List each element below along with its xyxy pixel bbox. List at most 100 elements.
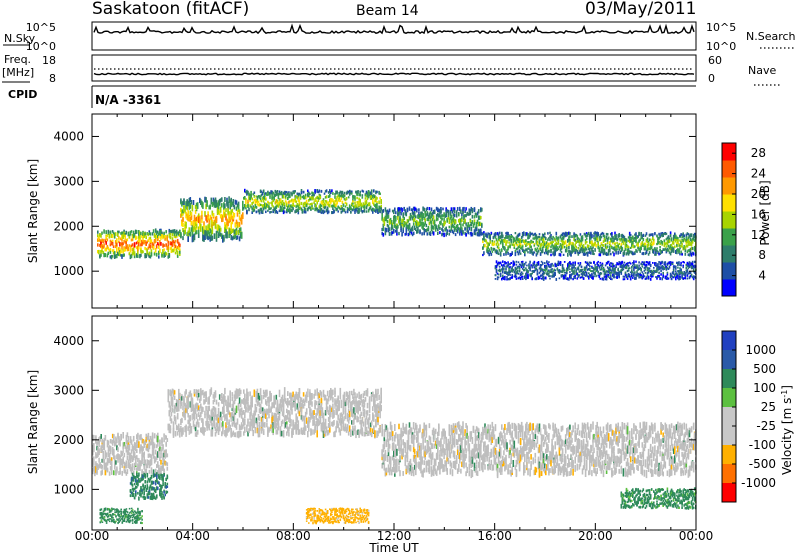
- power-cell: [460, 223, 462, 228]
- power-cell: [682, 239, 684, 243]
- power-cell: [453, 207, 456, 211]
- power-cell: [275, 191, 278, 195]
- power-cell: [594, 271, 596, 274]
- power-cell: [607, 236, 610, 240]
- power-cell: [519, 239, 522, 242]
- power-cell: [356, 210, 358, 213]
- power-cell: [139, 253, 141, 259]
- power-cell: [169, 235, 172, 239]
- power-cell: [483, 251, 485, 255]
- power-cell: [376, 197, 378, 200]
- power-cell: [594, 237, 596, 242]
- power-cell: [690, 233, 693, 237]
- power-cell: [620, 237, 623, 241]
- power-cell: [525, 232, 527, 235]
- power-cell: [162, 234, 164, 240]
- power-cell: [581, 275, 584, 277]
- power-cell: [602, 244, 605, 247]
- power-cell: [513, 244, 516, 247]
- power-cell: [254, 198, 257, 203]
- power-cell: [553, 268, 555, 272]
- velocity-cell: [116, 466, 118, 472]
- power-cell: [647, 243, 650, 247]
- power-cell: [232, 228, 235, 233]
- power-cell: [652, 233, 654, 237]
- power-cell: [468, 227, 471, 231]
- power-cell: [254, 201, 257, 206]
- power-cell: [677, 270, 679, 273]
- power-cell: [610, 262, 612, 264]
- power-cell: [270, 207, 272, 210]
- power-cell: [312, 196, 314, 199]
- power-cell: [162, 243, 164, 248]
- power-cell: [664, 242, 667, 246]
- power-cell: [448, 221, 451, 224]
- power-cell: [613, 273, 615, 276]
- power-cell: [547, 242, 549, 245]
- power-cell: [666, 271, 669, 274]
- power-cell: [266, 203, 268, 208]
- power-cell: [591, 270, 593, 273]
- power-cell: [635, 234, 637, 238]
- power-cell: [451, 220, 454, 224]
- power-cell: [675, 250, 677, 254]
- power-cell: [354, 211, 356, 214]
- power-cell: [135, 246, 138, 249]
- power-cell: [590, 275, 592, 278]
- power-cell: [519, 252, 522, 255]
- power-cell: [637, 235, 639, 238]
- velocity-cell: [92, 458, 94, 465]
- power-cell: [281, 195, 284, 199]
- power-cell: [624, 244, 627, 248]
- power-cell: [553, 251, 555, 255]
- power-cell: [451, 224, 454, 228]
- power-cell: [515, 236, 518, 239]
- power-cell: [517, 234, 520, 237]
- power-cell: [231, 228, 234, 233]
- power-cell: [336, 190, 338, 194]
- power-cell: [577, 240, 580, 243]
- power-cell: [435, 225, 438, 230]
- power-cell: [138, 230, 140, 235]
- power-cell: [176, 245, 179, 249]
- power-cell: [592, 243, 594, 246]
- power-cell: [207, 224, 209, 229]
- power-cell: [397, 224, 399, 229]
- power-cell: [679, 236, 681, 239]
- power-cell: [236, 210, 239, 214]
- power-cell: [645, 232, 648, 236]
- power-cell: [686, 269, 689, 272]
- power-cell: [466, 228, 468, 233]
- power-cell: [549, 266, 551, 268]
- power-cell: [635, 276, 637, 279]
- power-cell: [657, 266, 659, 269]
- power-cell: [172, 239, 175, 244]
- power-cell: [599, 251, 602, 255]
- power-cell: [434, 227, 437, 232]
- power-cell: [515, 248, 518, 251]
- power-cell: [590, 251, 592, 255]
- power-cell: [641, 271, 644, 274]
- power-cell: [652, 274, 654, 276]
- power-cell: [459, 228, 461, 233]
- power-cell: [402, 229, 404, 234]
- power-cell: [188, 204, 191, 210]
- power-cell: [541, 240, 544, 243]
- power-cell: [276, 190, 279, 193]
- power-cell: [437, 217, 439, 221]
- power-cell: [629, 278, 632, 281]
- power-cell: [481, 231, 483, 236]
- power-cell: [297, 210, 300, 215]
- power-cell: [672, 234, 675, 239]
- power-cell: [650, 233, 653, 236]
- velocity-cell: [100, 464, 102, 469]
- power-cell: [502, 265, 504, 268]
- power-cell: [603, 270, 606, 273]
- power-cell: [627, 252, 630, 255]
- power-cell: [618, 262, 620, 265]
- power-cell: [106, 244, 109, 248]
- power-cell: [601, 231, 604, 235]
- power-cell: [339, 199, 342, 202]
- velocity-cell: [122, 456, 124, 463]
- velocity-cell: [135, 461, 137, 466]
